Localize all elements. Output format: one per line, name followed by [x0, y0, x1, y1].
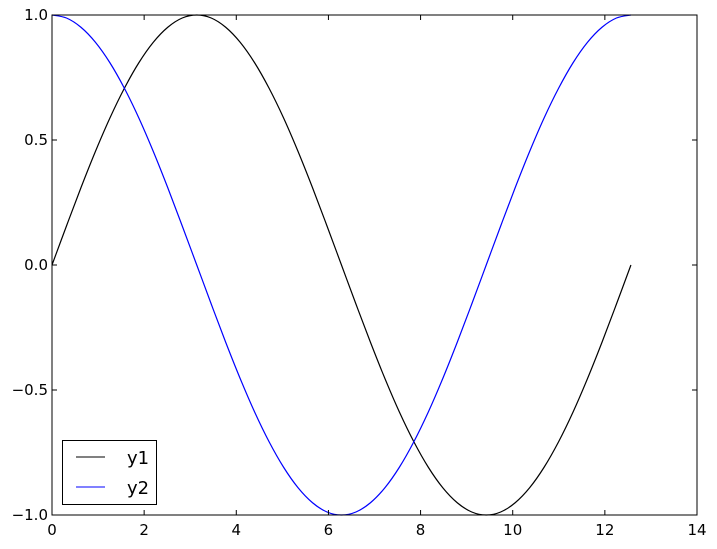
legend-label-y2: y2 — [127, 478, 149, 499]
series-line-y1 — [51, 14, 632, 516]
x-tick-label: 4 — [232, 521, 242, 539]
legend-box — [62, 440, 157, 505]
legend-label-y1: y1 — [127, 448, 149, 469]
x-tick-label: 12 — [595, 521, 614, 539]
x-tick-label: 10 — [503, 521, 522, 539]
x-tick-label: 0 — [47, 521, 57, 539]
legend: y1 y2 — [62, 440, 157, 505]
x-tick-label: 8 — [416, 521, 426, 539]
y-tick-label: −1.0 — [12, 506, 48, 524]
x-tick-label: 14 — [687, 521, 706, 539]
y-tick-label: 0.5 — [24, 131, 48, 149]
y-tick-label: −0.5 — [12, 381, 48, 399]
y-tick-label: 0.0 — [24, 256, 48, 274]
y-tick-label: 1.0 — [24, 6, 48, 24]
x-tick-label: 2 — [139, 521, 149, 539]
x-tick-label: 6 — [324, 521, 334, 539]
